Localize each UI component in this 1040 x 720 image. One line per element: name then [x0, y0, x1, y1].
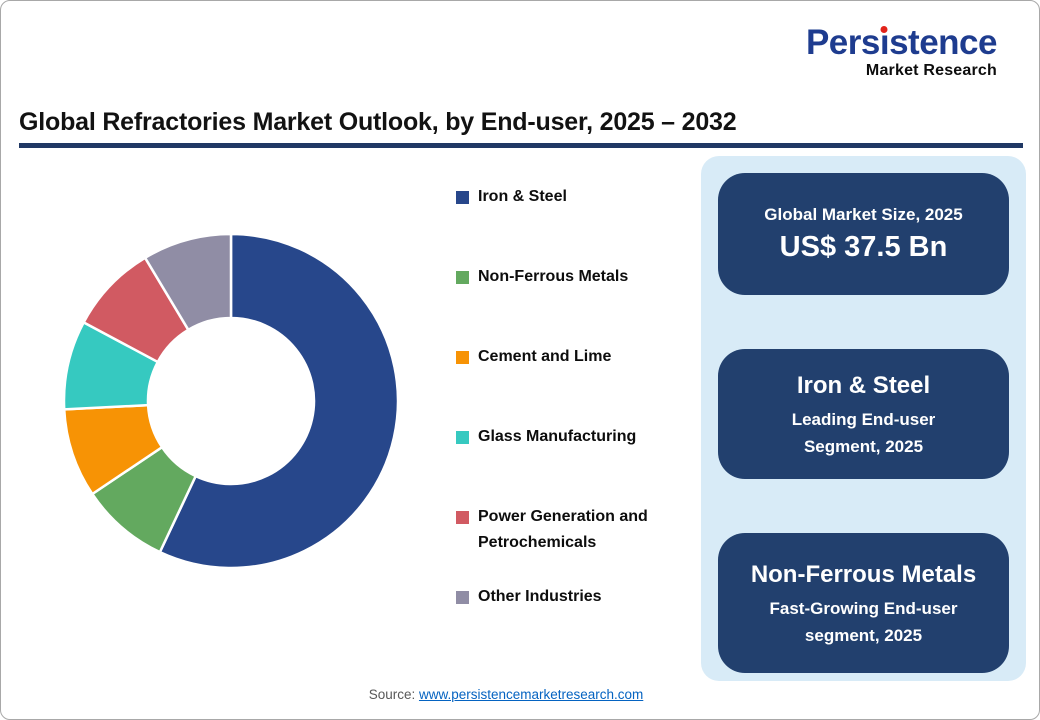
- legend-item-power-petro: Power Generation and Petrochemicals: [456, 507, 701, 587]
- legend-label: Other Industries: [478, 588, 602, 605]
- donut-slice-0: [158, 232, 400, 570]
- market-size-value: US$ 37.5 Bn: [779, 230, 948, 263]
- fast-growing-segment-name: Non-Ferrous Metals: [750, 560, 977, 588]
- source-link[interactable]: www.persistencemarketresearch.com: [418, 687, 644, 702]
- source-line: Source: www.persistencemarketresearch.co…: [1, 687, 1011, 702]
- red-dot-icon: [880, 26, 888, 33]
- legend-item-glass: Glass Manufacturing: [456, 427, 701, 507]
- legend-swatch-icon: [456, 191, 469, 204]
- title-underline: [19, 143, 1023, 148]
- legend-swatch-icon: [456, 591, 469, 604]
- source-label: Source:: [368, 687, 419, 702]
- pmr-logo: Persı stence Market Research: [805, 23, 998, 79]
- brand-wordmark: Persı stence: [805, 23, 998, 62]
- market-size-card: Global Market Size, 2025 US$ 37.5 Bn: [718, 173, 1009, 295]
- brand-text-post: stence: [889, 23, 997, 62]
- page-title: Global Refractories Market Outlook, by E…: [19, 108, 737, 136]
- fast-growing-segment-card: Non-Ferrous Metals Fast-Growing End-user…: [718, 533, 1009, 673]
- legend-label: Iron & Steel: [478, 188, 567, 205]
- legend-item-iron-steel: Iron & Steel: [456, 187, 701, 267]
- chart-legend: Iron & Steel Non-Ferrous Metals Cement a…: [456, 187, 701, 667]
- brand-letter-i: ı: [879, 23, 890, 62]
- leading-segment-caption: Leading End-user Segment, 2025: [791, 409, 936, 456]
- highlights-panel: Global Market Size, 2025 US$ 37.5 Bn Iro…: [701, 156, 1026, 681]
- donut-chart: [62, 232, 400, 570]
- legend-label: Cement and Lime: [478, 348, 612, 365]
- legend-swatch-icon: [456, 271, 469, 284]
- legend-item-non-ferrous: Non-Ferrous Metals: [456, 267, 701, 347]
- brand-tagline: Market Research: [865, 62, 997, 79]
- leading-segment-name: Iron & Steel: [796, 371, 931, 399]
- legend-label: Non-Ferrous Metals: [478, 268, 629, 285]
- legend-swatch-icon: [456, 431, 469, 444]
- legend-label: Glass Manufacturing: [478, 428, 637, 445]
- fast-growing-segment-caption: Fast-Growing End-user segment, 2025: [769, 598, 958, 645]
- brand-text-pre: Pers: [805, 23, 880, 62]
- legend-swatch-icon: [456, 511, 469, 524]
- market-size-label: Global Market Size, 2025: [764, 204, 963, 224]
- donut-slice-5: [143, 232, 233, 332]
- leading-segment-card: Iron & Steel Leading End-user Segment, 2…: [718, 349, 1009, 479]
- legend-item-cement-lime: Cement and Lime: [456, 347, 701, 427]
- legend-swatch-icon: [456, 351, 469, 364]
- legend-label: Power Generation and Petrochemicals: [478, 508, 648, 551]
- legend-item-other: Other Industries: [456, 587, 701, 667]
